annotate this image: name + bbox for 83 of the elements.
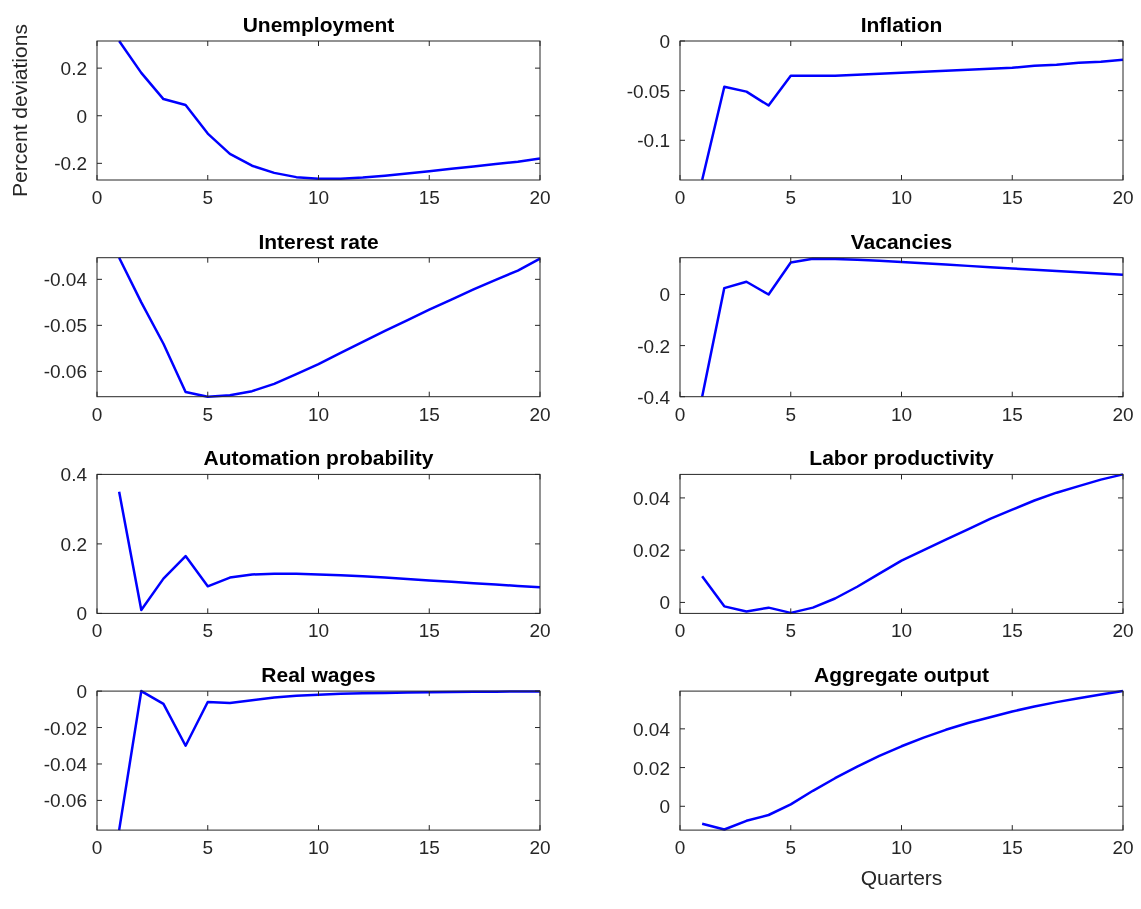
x-tick-label: 15 xyxy=(418,187,440,208)
x-tick-label: 20 xyxy=(529,187,551,208)
y-tick-label: 0 xyxy=(659,796,670,818)
x-tick-label: 0 xyxy=(91,620,103,642)
y-tick-label: -0.2 xyxy=(54,153,87,175)
y-tick-label: 0 xyxy=(659,592,670,614)
y-tick-label: 0 xyxy=(76,105,87,127)
x-tick-label: 5 xyxy=(785,620,797,642)
y-tick-label: 0 xyxy=(659,284,670,306)
x-tick-label: 10 xyxy=(307,620,330,642)
x-tick-label: 10 xyxy=(307,837,330,859)
x-tick-label: 0 xyxy=(674,620,686,642)
x-tick-label: 20 xyxy=(1112,620,1134,642)
line-series xyxy=(117,256,542,398)
x-tick-label: 0 xyxy=(674,403,686,425)
y-tick-label: -0.4 xyxy=(637,386,671,408)
line-series xyxy=(117,689,542,832)
line-series xyxy=(700,257,1125,398)
x-tick-label: 10 xyxy=(890,403,913,425)
x-tick-label: 5 xyxy=(202,620,214,642)
y-tick-label: -0.05 xyxy=(626,80,670,102)
x-tick-label: 0 xyxy=(91,187,103,208)
line-series xyxy=(117,39,542,181)
x-tick-label: 20 xyxy=(529,837,551,859)
chart-title: Labor productivity xyxy=(809,446,994,470)
x-tick-label: 20 xyxy=(1112,187,1134,208)
y-tick-label: -0.02 xyxy=(43,717,87,739)
chart-title: Unemployment xyxy=(242,13,395,36)
x-tick-label: 0 xyxy=(91,403,103,425)
x-axis-title: Quarters xyxy=(860,866,943,890)
x-tick-label: 15 xyxy=(1001,403,1023,425)
y-tick-label: -0.05 xyxy=(43,315,87,337)
chart-title: Vacancies xyxy=(850,229,953,253)
x-tick-label: 5 xyxy=(785,837,797,859)
chart-title: Inflation xyxy=(860,13,943,36)
line-series xyxy=(700,689,1125,831)
x-tick-label: 10 xyxy=(890,837,913,859)
y-tick-label: 0.04 xyxy=(633,718,671,740)
y-tick-label: 0.2 xyxy=(60,533,87,555)
x-tick-label: 15 xyxy=(418,837,440,859)
y-tick-label: 0 xyxy=(76,603,87,625)
x-tick-label: 20 xyxy=(1112,837,1134,859)
x-tick-label: 10 xyxy=(890,620,913,642)
x-tick-label: 10 xyxy=(307,403,330,425)
x-tick-label: 15 xyxy=(1001,837,1023,859)
y-tick-label: 0.02 xyxy=(633,757,670,779)
y-tick-label: 0 xyxy=(659,31,670,52)
y-tick-label: 0.04 xyxy=(633,487,671,509)
x-tick-label: 20 xyxy=(529,620,551,642)
y-tick-label: -0.1 xyxy=(637,130,670,152)
y-tick-label: 0.2 xyxy=(60,58,87,80)
x-tick-label: 5 xyxy=(785,187,797,208)
y-tick-label: -0.04 xyxy=(43,753,88,775)
y-tick-label: -0.04 xyxy=(43,269,88,291)
y-tick-label: 0.02 xyxy=(633,540,670,562)
x-tick-label: 15 xyxy=(418,620,440,642)
y-tick-label: -0.06 xyxy=(43,361,87,383)
line-series xyxy=(700,473,1125,615)
x-tick-label: 20 xyxy=(529,403,551,425)
y-tick-label: -0.06 xyxy=(43,790,87,812)
x-tick-label: 5 xyxy=(202,837,214,859)
x-tick-label: 0 xyxy=(91,837,103,859)
x-tick-label: 5 xyxy=(202,187,214,208)
x-tick-label: 5 xyxy=(785,403,797,425)
x-tick-label: 0 xyxy=(674,187,686,208)
x-tick-label: 15 xyxy=(1001,620,1023,642)
chart-title: Interest rate xyxy=(258,229,379,253)
y-tick-label: -0.2 xyxy=(637,335,670,357)
x-tick-label: 10 xyxy=(890,187,913,208)
line-series xyxy=(117,490,542,612)
x-tick-label: 20 xyxy=(1112,403,1134,425)
x-tick-label: 5 xyxy=(202,403,214,425)
y-tick-label: 0.4 xyxy=(60,464,88,486)
chart-title: Aggregate output xyxy=(814,663,989,687)
x-tick-label: 15 xyxy=(1001,187,1023,208)
chart-title: Real wages xyxy=(261,663,376,687)
x-tick-label: 0 xyxy=(674,837,686,859)
x-tick-label: 15 xyxy=(418,403,440,425)
line-series xyxy=(700,58,1125,182)
y-tick-label: 0 xyxy=(76,681,87,703)
y-axis-title: Percent deviations xyxy=(8,24,31,197)
chart-title: Automation probability xyxy=(203,446,434,470)
x-tick-label: 10 xyxy=(307,187,330,208)
